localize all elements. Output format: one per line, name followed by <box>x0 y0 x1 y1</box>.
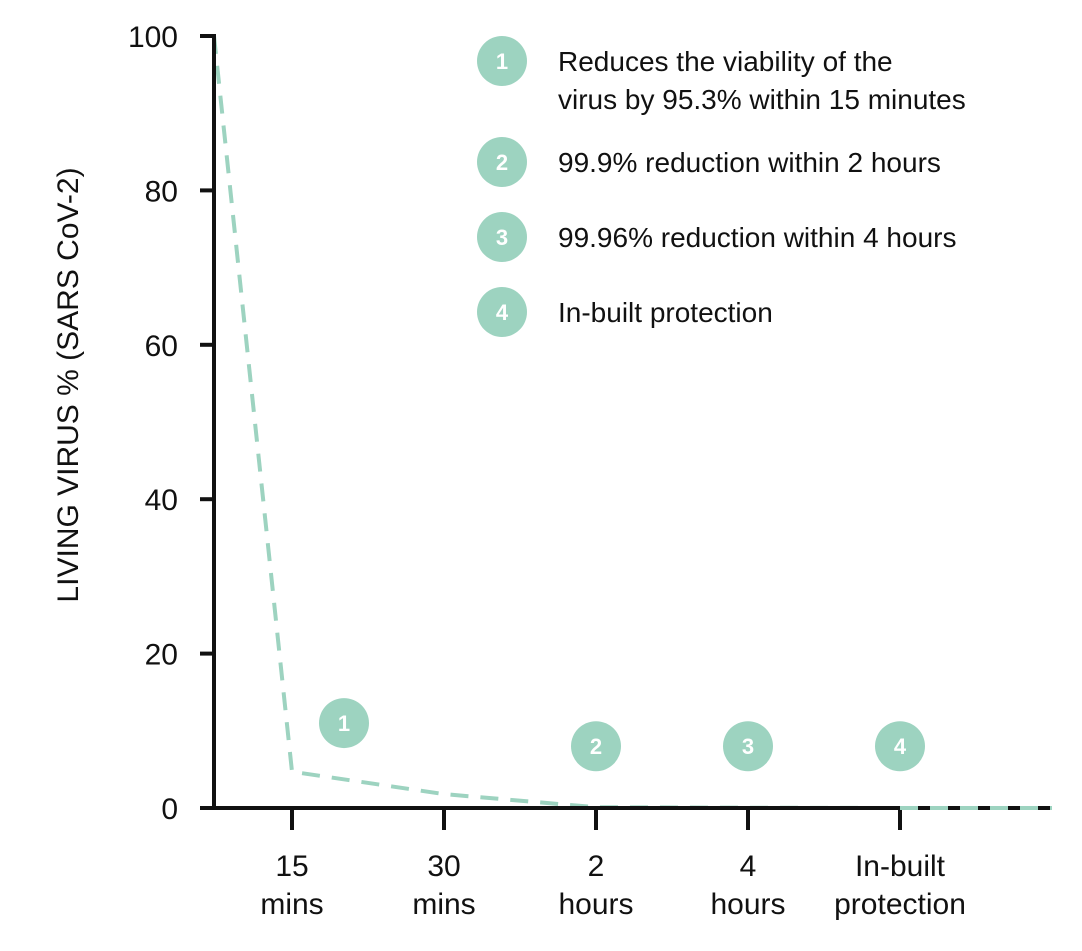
marker-badge <box>571 721 621 772</box>
legend-label: 99.9% reduction within 2 hours <box>558 147 941 178</box>
y-axis-title: LIVING VIRUS % (SARS CoV-2) <box>52 167 85 602</box>
y-tick-label: 60 <box>145 330 178 363</box>
axes <box>212 34 1052 810</box>
legend-badge <box>477 36 527 86</box>
legend-badge <box>477 137 527 187</box>
legend-badge-number: 4 <box>496 300 509 325</box>
x-axis-ticks: 15 mins 30 mins 2 hours 4 hours In-built protecti… <box>260 808 966 921</box>
legend-label: 99.96% reduction within 4 hours <box>558 222 956 253</box>
y-tick-label: 20 <box>145 639 178 672</box>
legend-badge-number: 2 <box>496 150 508 175</box>
x-tick-label: In-built protection <box>834 850 966 921</box>
legend-item-4: 4 In-built protection <box>477 287 773 337</box>
chart-marker-1: 1 <box>319 698 369 749</box>
chart-marker-4: 4 <box>875 721 925 772</box>
chart-marker-2: 2 <box>571 721 621 772</box>
y-tick-label: 0 <box>161 793 178 826</box>
chart-markers: 1 2 3 4 <box>319 698 925 772</box>
legend-badge-number: 3 <box>496 225 508 250</box>
legend-badge-number: 1 <box>496 49 508 74</box>
x-tick-label: 2 hours <box>558 850 633 921</box>
legend-badge <box>477 287 527 337</box>
legend: 1 Reduces the viability of the virus by 95… <box>477 36 966 337</box>
chart-marker-3: 3 <box>723 721 773 772</box>
legend-label: In-built protection <box>558 297 773 328</box>
legend-item-1: 1 Reduces the viability of the virus by 95… <box>477 36 966 115</box>
marker-number: 2 <box>590 734 602 759</box>
legend-label: Reduces the viability of the virus by 95.… <box>558 46 966 115</box>
x-tick-label: 15 mins <box>260 850 323 921</box>
y-tick-label: 100 <box>128 21 178 54</box>
x-tick-label: 30 mins <box>412 850 475 921</box>
y-tick-label: 40 <box>145 484 178 517</box>
marker-badge <box>723 721 773 772</box>
x-tick-label: 4 hours <box>710 850 785 921</box>
marker-number: 3 <box>742 734 754 759</box>
legend-item-3: 3 99.96% reduction within 4 hours <box>477 212 956 262</box>
marker-number: 4 <box>894 734 907 759</box>
y-tick-label: 80 <box>145 175 178 208</box>
marker-badge <box>875 721 925 772</box>
y-axis-ticks: 0 20 40 60 80 100 <box>128 21 214 826</box>
marker-badge <box>319 698 369 749</box>
marker-number: 1 <box>338 711 350 736</box>
legend-item-2: 2 99.9% reduction within 2 hours <box>477 137 941 187</box>
legend-badge <box>477 212 527 262</box>
y-axis-title-group: LIVING VIRUS % (SARS CoV-2) <box>52 167 85 602</box>
